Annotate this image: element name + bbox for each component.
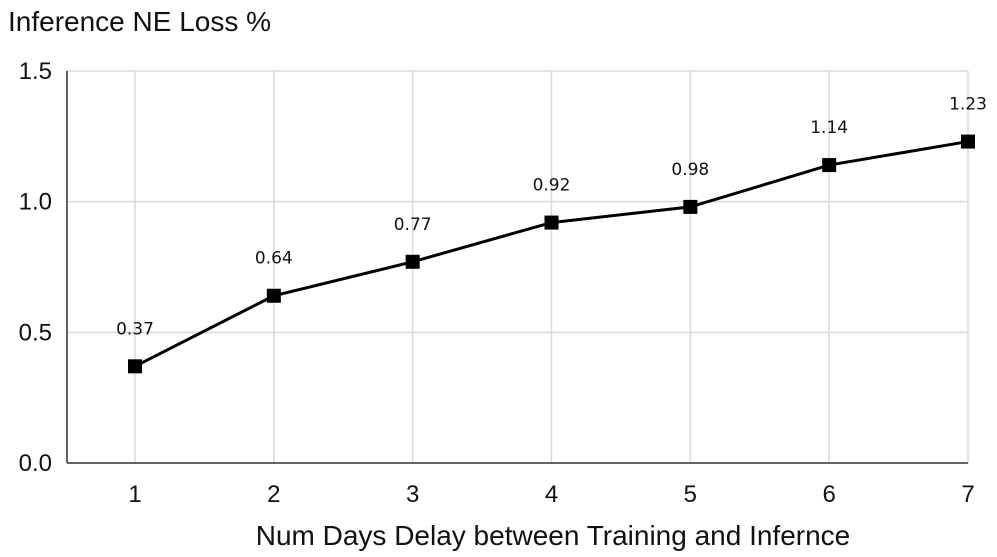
x-axis-label: Num Days Delay between Training and Infe…: [256, 520, 851, 551]
data-label: 0.37: [116, 319, 154, 339]
data-point-marker: [544, 215, 559, 230]
label-layer: 0.37 0.64 0.77 0.92 0.98 1.14 1.23: [116, 95, 987, 340]
y-tick-label: 0.5: [19, 319, 52, 346]
data-point-marker: [683, 199, 698, 214]
data-point-marker: [405, 254, 420, 269]
data-label: 1.23: [949, 95, 987, 115]
x-tick-label: 2: [267, 481, 280, 508]
data-label: 0.92: [533, 176, 571, 196]
data-point-marker: [266, 288, 281, 303]
y-tick-label: 1.5: [19, 58, 52, 85]
data-label: 1.14: [810, 118, 848, 138]
data-label: 0.98: [671, 160, 709, 180]
data-point-marker: [822, 158, 837, 173]
data-point-marker: [128, 359, 142, 374]
x-tick-label: 3: [406, 481, 419, 508]
x-tick-label: 4: [545, 481, 558, 508]
x-tick-label: 7: [961, 481, 974, 508]
y-tick-label: 0.0: [19, 450, 52, 477]
y-tick-label: 1.0: [19, 189, 52, 216]
chart-title: Inference NE Loss %: [8, 6, 271, 37]
series-layer: [128, 134, 975, 374]
x-tick-label: 5: [684, 481, 697, 508]
data-label: 0.64: [255, 249, 293, 269]
data-label: 0.77: [394, 215, 432, 235]
x-tick-label: 1: [128, 481, 141, 508]
data-point-marker: [961, 134, 975, 149]
x-tick-label: 6: [822, 481, 835, 508]
axis-layer: 0.0 0.5 1.0 1.5 1 2 3 4 5 6 7: [19, 58, 975, 508]
